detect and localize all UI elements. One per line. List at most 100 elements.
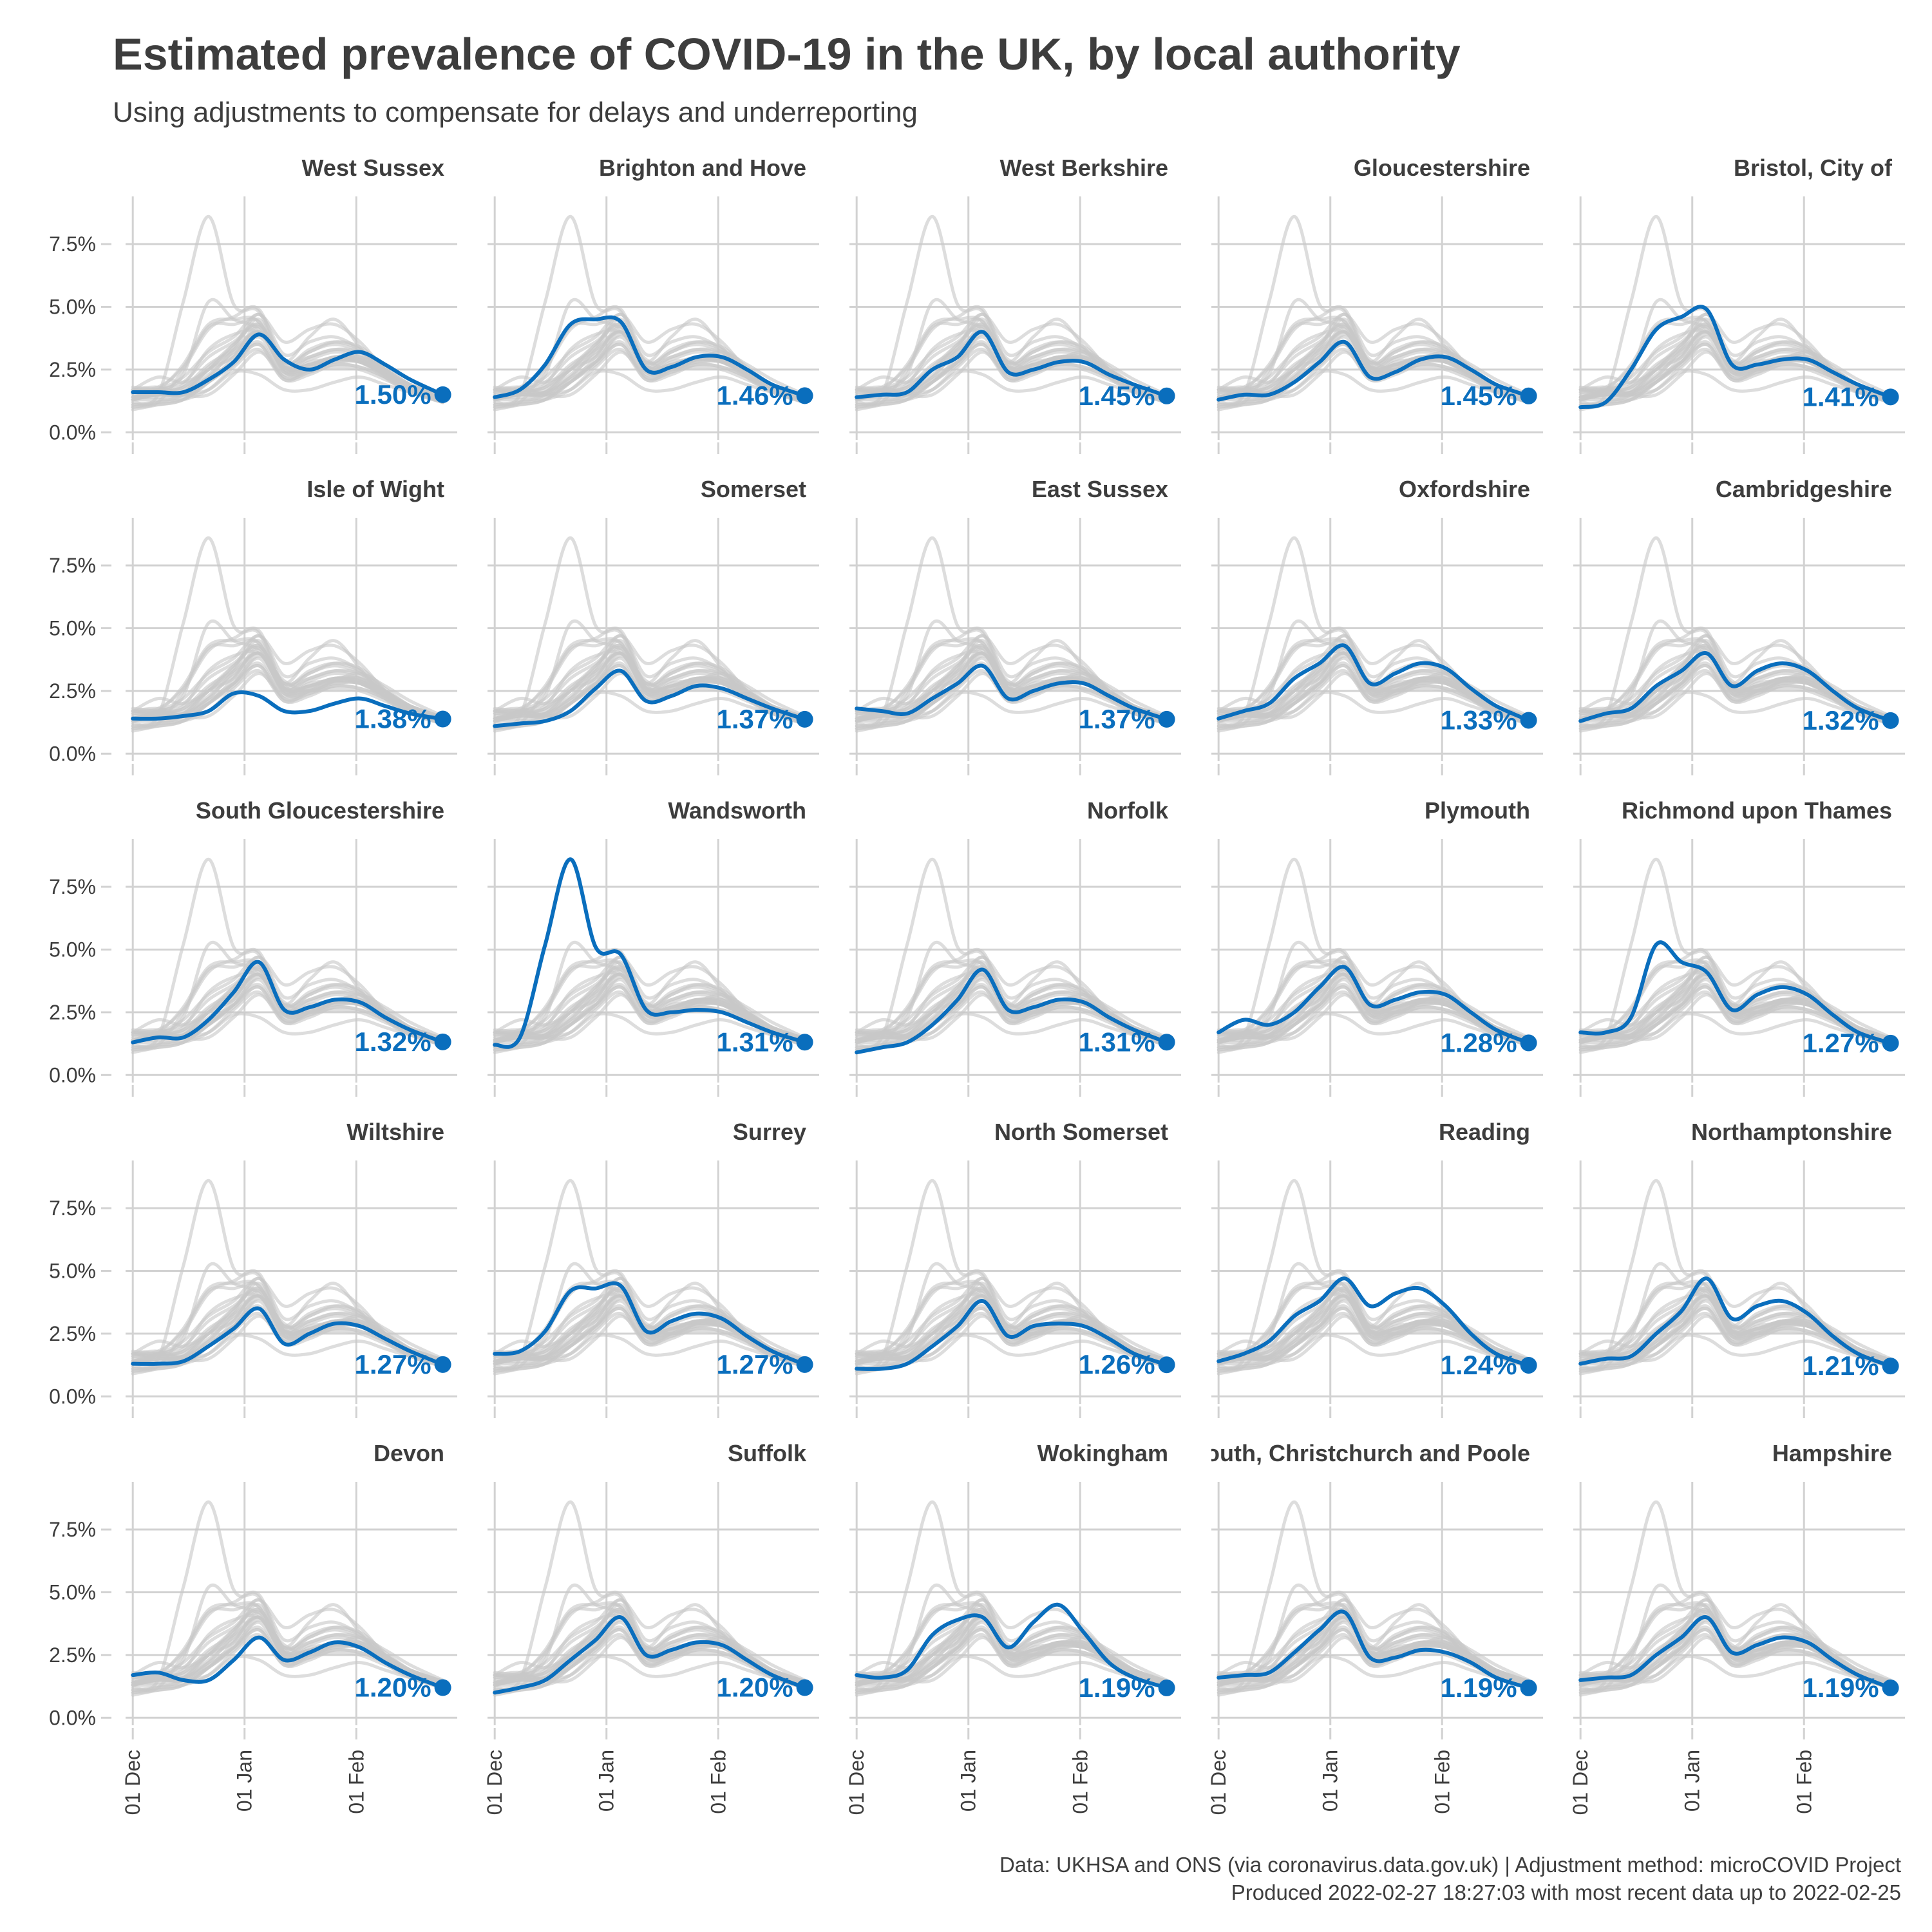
panel: Wokingham 01 Dec 01 Jan 01 Feb 1.19% xyxy=(845,1440,1181,1815)
latest-value-point xyxy=(434,1356,451,1373)
latest-value-label: 1.41% xyxy=(1803,381,1879,412)
background-series-line xyxy=(1217,1598,1531,1689)
background-series-line xyxy=(1217,1615,1531,1690)
panel-title: Wandsworth xyxy=(668,797,806,824)
background-series-line xyxy=(1578,1276,1893,1367)
background-series-line xyxy=(493,1609,807,1690)
panel: East Sussex 1.37% xyxy=(849,476,1181,775)
background-series-line xyxy=(1578,1294,1893,1368)
latest-value-point xyxy=(1158,1356,1175,1374)
background-series-line xyxy=(131,1288,445,1368)
data-source-caption: Data: UKHSA and ONS (via coronavirus.dat… xyxy=(999,1853,1901,1877)
highlight-series-line xyxy=(1217,339,1531,402)
latest-value-point xyxy=(1158,710,1175,728)
highlight-series-line xyxy=(855,330,1169,399)
x-tick-label: 01 Dec xyxy=(1207,1750,1230,1815)
latest-value-point xyxy=(434,1033,451,1050)
background-series-line xyxy=(131,634,445,724)
latest-value-label: 1.45% xyxy=(1441,381,1517,411)
background-series-line xyxy=(1217,967,1531,1047)
panel-title: Suffolk xyxy=(728,1440,807,1466)
panel: Norfolk 1.31% xyxy=(849,797,1181,1097)
latest-value-point xyxy=(1520,387,1537,404)
highlight-series-line xyxy=(1217,1276,1531,1367)
background-series-line xyxy=(493,955,807,1046)
panel: Wandsworth 1.31% xyxy=(488,797,819,1097)
highlight-series-line xyxy=(1578,940,1893,1045)
panel-title: Wokingham xyxy=(1037,1440,1168,1466)
y-tick-label: 2.5% xyxy=(49,1643,96,1667)
background-series-line xyxy=(493,1288,807,1368)
latest-value-point xyxy=(1520,1034,1537,1052)
highlight-series-line xyxy=(1217,965,1531,1045)
latest-value-label: 1.19% xyxy=(1441,1672,1517,1703)
latest-value-label: 1.38% xyxy=(355,704,431,734)
y-tick-label: 5.0% xyxy=(49,938,96,961)
panel-title: Reading xyxy=(1439,1119,1530,1145)
background-series-line xyxy=(1578,1598,1893,1689)
background-series-line xyxy=(855,955,1169,1046)
background-series-line xyxy=(855,1276,1169,1367)
panel-title: Gloucestershire xyxy=(1354,155,1530,181)
background-series-line xyxy=(855,312,1169,403)
y-tick-label: 0.0% xyxy=(49,1063,96,1086)
panel-title: Devon xyxy=(374,1440,444,1466)
y-tick-label: 2.5% xyxy=(49,1322,96,1345)
panel: Bristol, City of 1.41% xyxy=(1573,155,1905,454)
latest-value-label: 1.33% xyxy=(1441,705,1517,735)
latest-value-label: 1.27% xyxy=(1803,1028,1879,1058)
y-tick-label: 7.5% xyxy=(49,1197,96,1220)
background-series-line xyxy=(131,1276,445,1368)
x-tick-label: 01 Feb xyxy=(1068,1750,1092,1814)
latest-value-label: 1.31% xyxy=(1079,1027,1155,1057)
panel-title: Bristol, City of xyxy=(1734,155,1893,181)
latest-value-label: 1.26% xyxy=(1079,1349,1155,1379)
panel: Bournemouth, Christchurch and Poole 01 De… xyxy=(1207,1440,1543,1815)
background-series-line xyxy=(131,1615,445,1690)
panel: Gloucestershire 1.45% xyxy=(1211,155,1543,454)
background-series-line xyxy=(855,1598,1169,1689)
panel: Wiltshire 0.0% 2.5% 5.0% 7.5% 1.27% xyxy=(49,1119,457,1418)
background-series-line xyxy=(855,1276,1169,1368)
background-series-line xyxy=(493,324,807,404)
highlight-series-line xyxy=(131,960,445,1045)
highlight-series-line xyxy=(131,332,445,397)
highlight-series-line xyxy=(493,1281,807,1367)
highlight-series-line xyxy=(131,1635,445,1690)
chart-title: Estimated prevalence of COVID-19 in the … xyxy=(113,29,1461,79)
background-series-line xyxy=(493,651,807,726)
background-series-line xyxy=(1217,645,1531,726)
background-series-line xyxy=(493,955,807,1046)
background-series-line xyxy=(1578,1598,1893,1689)
y-tick-label: 2.5% xyxy=(49,358,96,381)
latest-value-label: 1.45% xyxy=(1079,381,1155,411)
highlight-series-line xyxy=(493,1615,807,1695)
background-series-line xyxy=(1578,967,1893,1047)
panel-title: Cambridgeshire xyxy=(1716,476,1892,502)
background-series-line xyxy=(131,1598,445,1689)
highlight-series-line xyxy=(1578,651,1893,723)
y-tick-label: 5.0% xyxy=(49,1259,96,1282)
background-series-line xyxy=(493,1598,807,1689)
latest-value-point xyxy=(1520,1356,1537,1374)
background-series-line xyxy=(855,1598,1169,1689)
background-series-line xyxy=(855,967,1169,1047)
latest-value-label: 1.46% xyxy=(717,380,793,410)
latest-value-label: 1.27% xyxy=(717,1349,793,1379)
background-series-line xyxy=(493,312,807,404)
x-tick-label: 01 Jan xyxy=(1681,1750,1704,1812)
background-series-line xyxy=(1217,972,1531,1047)
panel-title: West Sussex xyxy=(302,155,444,181)
latest-value-point xyxy=(796,1034,813,1051)
chart-subtitle: Using adjustments to compensate for dela… xyxy=(113,97,918,128)
latest-value-label: 1.21% xyxy=(1803,1350,1879,1381)
y-tick-label: 7.5% xyxy=(49,554,96,577)
x-tick-label: 01 Feb xyxy=(345,1750,368,1814)
panel: Somerset 1.37% xyxy=(488,476,819,775)
y-tick-label: 5.0% xyxy=(49,1580,96,1604)
background-series-line xyxy=(131,651,445,726)
background-series-line xyxy=(1578,1609,1893,1690)
panel-title: Somerset xyxy=(701,476,806,502)
y-tick-label: 5.0% xyxy=(49,295,96,318)
